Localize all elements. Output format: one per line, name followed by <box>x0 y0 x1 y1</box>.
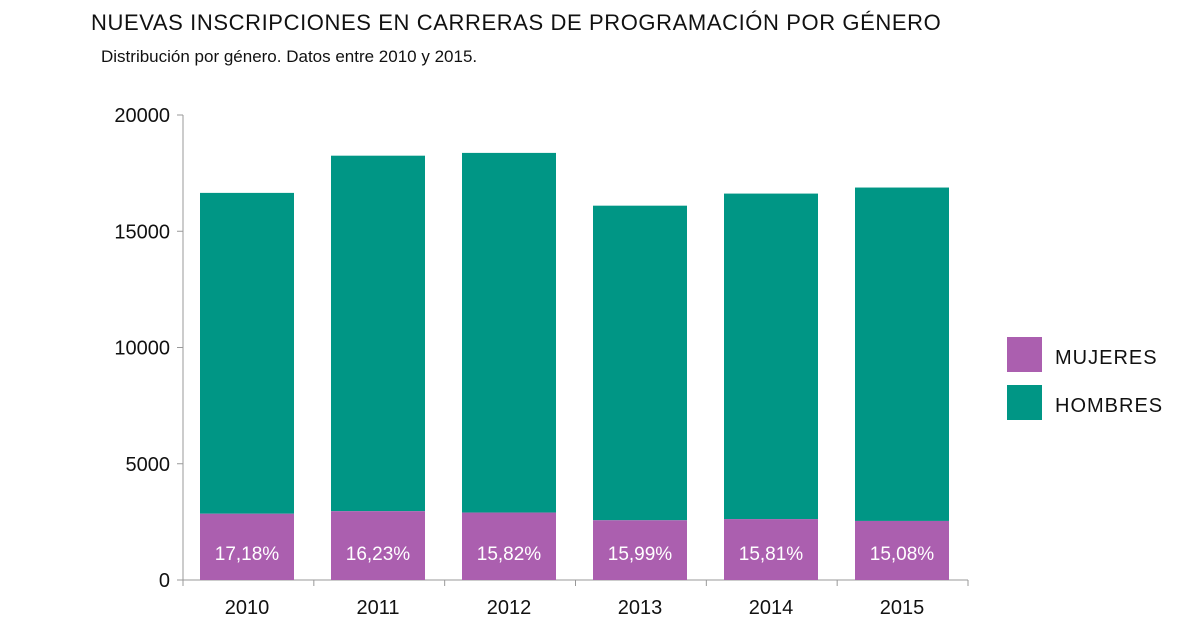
bar-mujeres-2015 <box>855 520 949 580</box>
y-tick-label: 20000 <box>114 105 170 127</box>
x-tick-label: 2012 <box>487 597 532 619</box>
legend-swatch-hombres <box>1007 385 1042 420</box>
chart-subtitle: Distribución por género. Datos entre 201… <box>101 47 478 66</box>
legend-label-hombres: HOMBRES <box>1055 395 1163 417</box>
x-tick-label: 2015 <box>880 597 925 619</box>
bar-mujeres-2012 <box>462 512 556 580</box>
bar-hombres-2015 <box>855 187 949 521</box>
bar-hombres-2014 <box>724 193 818 520</box>
bar-hombres-2010 <box>200 192 294 514</box>
bar-hombres-2011 <box>331 155 425 512</box>
bar-data-label: 15,08% <box>870 544 935 565</box>
legend-swatch-mujeres <box>1007 337 1042 372</box>
bar-data-label: 16,23% <box>346 544 411 565</box>
y-tick-label: 15000 <box>114 221 170 243</box>
x-tick-label: 2011 <box>356 597 399 619</box>
x-tick-label: 2014 <box>749 597 794 619</box>
bar-mujeres-2014 <box>724 519 818 580</box>
bar-data-label: 15,81% <box>739 544 804 565</box>
bar-mujeres-2011 <box>331 511 425 580</box>
y-tick-label: 0 <box>159 570 170 592</box>
bar-hombres-2013 <box>593 205 687 521</box>
bar-data-label: 17,18% <box>215 544 280 565</box>
y-tick-label: 10000 <box>114 338 170 360</box>
bar-hombres-2012 <box>462 152 556 513</box>
bar-data-label: 15,82% <box>477 544 542 565</box>
x-tick-label: 2010 <box>225 597 270 619</box>
bar-mujeres-2013 <box>593 520 687 580</box>
bar-data-label: 15,99% <box>608 544 673 565</box>
bar-mujeres-2010 <box>200 513 294 580</box>
legend-label-mujeres: MUJERES <box>1055 347 1158 369</box>
y-tick-label: 5000 <box>126 454 171 476</box>
x-tick-label: 2013 <box>618 597 663 619</box>
chart-title: NUEVAS INSCRIPCIONES EN CARRERAS DE PROG… <box>91 10 942 35</box>
